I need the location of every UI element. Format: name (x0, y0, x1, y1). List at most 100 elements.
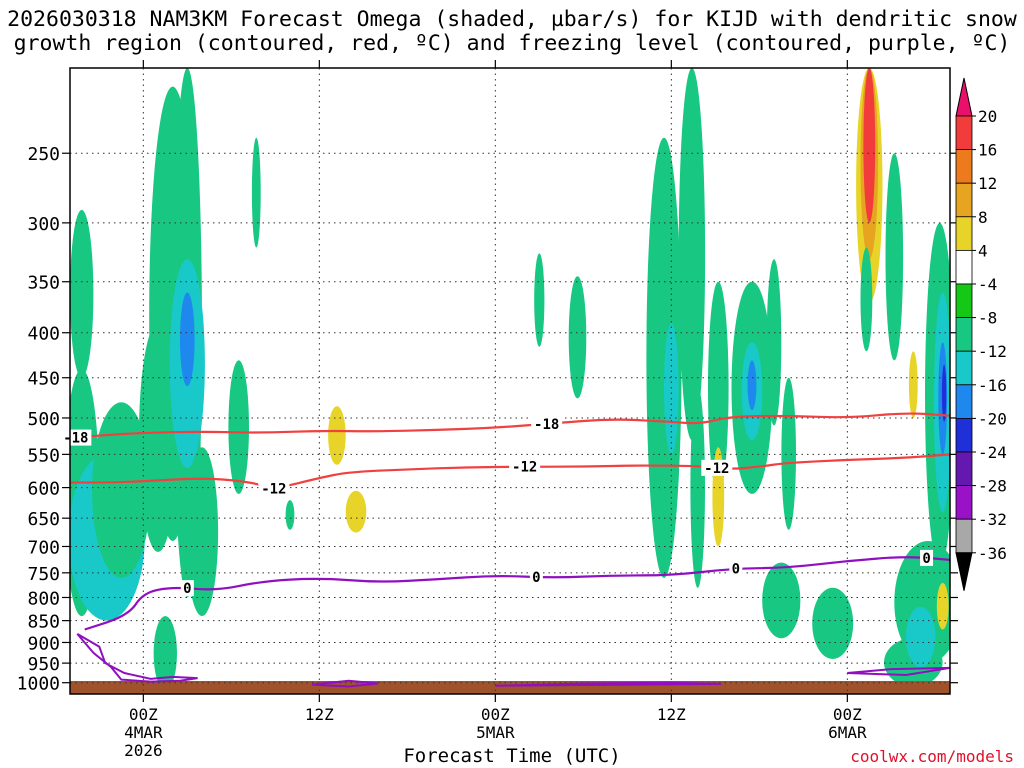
colorbar-swatch-9 (955, 384, 973, 419)
colorbar-label-3: 8 (978, 208, 988, 227)
omega-cell-26 (747, 360, 757, 411)
freezing_level-label-bg-3 (920, 549, 934, 566)
omega-cell-13 (328, 406, 346, 465)
freezing-level-surface-loop-2 (495, 681, 722, 687)
x-axis-label: Forecast Time (UTC) (403, 745, 621, 767)
colorbar-swatch-13 (955, 518, 973, 554)
omega-cell-11 (228, 360, 249, 494)
freezing_level-label-3: 0 (922, 551, 930, 567)
dgz_minus18-label-bg-0 (60, 429, 92, 446)
gridlines (70, 68, 950, 694)
freezing_level-label-bg-2 (729, 560, 743, 577)
omega-cell-2 (92, 402, 151, 578)
colorbar-label-7: -12 (978, 342, 1007, 361)
y-tick-label-300: 300 (27, 214, 60, 235)
dgz_minus12-label-bg-0 (258, 480, 290, 497)
omega-cell-18 (646, 137, 682, 578)
x-tick-label-36-0: 12Z (657, 705, 686, 724)
colorbar-swatch-5 (955, 249, 973, 285)
y-tick-label-700: 700 (27, 537, 60, 558)
omega-cell-28 (781, 377, 796, 530)
colorbar-swatch-4 (955, 216, 973, 251)
dgz_minus12-label-1: -12 (512, 460, 537, 476)
freezing-level-surface-loop-1 (311, 679, 379, 688)
colorbar-top-arrow (955, 77, 973, 117)
omega-cell-38 (906, 606, 936, 668)
y-tick-label-250: 250 (27, 144, 60, 165)
ground-surface (70, 681, 950, 694)
chart-title-line-1: 2026030318 NAM3KM Forecast Omega (shaded… (7, 7, 1017, 32)
omega-cell-20 (678, 68, 706, 441)
x-tick-label-48-0: 00Z (833, 705, 862, 724)
dgz_minus18-label-bg-1 (531, 415, 563, 432)
colorbar-label-5: -4 (978, 275, 997, 294)
colorbar-label-2: 12 (978, 174, 997, 193)
x-tick-label-0-2: 2026 (124, 741, 163, 760)
colorbar-swatch-1 (955, 115, 973, 150)
x-tick-label-24-1: 5MAR (476, 723, 515, 742)
y-tick-label-550: 550 (27, 445, 60, 466)
colorbar-label-6: -8 (978, 309, 997, 328)
colorbar-swatch-2 (955, 149, 973, 184)
omega-cell-10 (185, 447, 219, 617)
freezing_level-label-1: 0 (532, 570, 540, 586)
colorbar-label-8: -16 (978, 376, 1007, 395)
y-tick-label-900: 900 (27, 633, 60, 654)
x-tick-label-48-1: 6MAR (828, 723, 867, 742)
omega-cell-14 (345, 490, 367, 533)
colorbar-label-4: 4 (978, 241, 988, 260)
dgz_minus18-contour (70, 412, 950, 440)
x-tick-label-12-0: 12Z (305, 705, 334, 724)
omega-cell-27 (766, 259, 782, 426)
x-tick-label-24-0: 00Z (481, 705, 510, 724)
omega-cell-15 (285, 500, 295, 530)
omega-cell-19 (664, 323, 679, 455)
colorbar-swatch-8 (955, 350, 973, 386)
omega-cell-8 (180, 292, 195, 387)
freezing_level-label-bg-1 (529, 569, 543, 586)
y-tick-label-1000: 1000 (17, 674, 60, 695)
colorbar-label-13: -36 (978, 544, 1007, 563)
plot-frame (69, 67, 951, 695)
omega-cell-17 (568, 276, 587, 399)
colorbar-swatch-3 (955, 182, 973, 218)
colorbar-swatch-10 (955, 417, 973, 453)
dgz_minus18-label-1: -18 (534, 417, 559, 433)
source-credit: coolwx.com/models (850, 747, 1014, 766)
freezing_level-label-2: 0 (732, 562, 740, 578)
x-tick-label-0-0: 00Z (129, 705, 158, 724)
omega-cell-16 (534, 253, 545, 347)
x-tick-label-0-1: 4MAR (124, 723, 163, 742)
omega-cell-29 (762, 562, 801, 639)
omega-shading (70, 68, 950, 691)
terrain-strip (70, 681, 950, 694)
colorbar-label-9: -20 (978, 409, 1007, 428)
omega-cell-39 (908, 351, 918, 419)
colorbar-label-12: -32 (978, 510, 1007, 529)
omega-cell-34 (860, 247, 873, 352)
freezing-level-surface-loop-3 (847, 666, 950, 677)
y-tick-label-600: 600 (27, 479, 60, 500)
y-tick-label-800: 800 (27, 588, 60, 609)
dgz_minus12-label-0: -12 (261, 481, 286, 497)
colorbar-label-0: 20 (978, 107, 997, 126)
omega-cell-21 (690, 386, 705, 588)
freezing_level-label-bg-0 (180, 580, 194, 597)
y-tick-label-750: 750 (27, 564, 60, 585)
y-tick-label-400: 400 (27, 324, 60, 345)
y-tick-label-850: 850 (27, 612, 60, 633)
dgz_minus12-label-bg-2 (701, 459, 733, 476)
y-axis-ticks: 2503003504004505005506006507007508008509… (17, 144, 958, 695)
omega-cell-12 (251, 137, 261, 248)
omega-cell-44 (936, 582, 949, 630)
dgz_minus12-contour (70, 453, 950, 488)
omega-cell-3 (70, 209, 94, 378)
colorbar-bottom-arrow (955, 552, 973, 591)
chart-title-line-2: growth region (contoured, red, ºC) and f… (13, 31, 1011, 56)
y-tick-label-350: 350 (27, 273, 60, 294)
freezing_level-label-0: 0 (183, 581, 191, 597)
contour-lines (70, 412, 950, 688)
dgz_minus12-label-2: -12 (704, 461, 729, 477)
